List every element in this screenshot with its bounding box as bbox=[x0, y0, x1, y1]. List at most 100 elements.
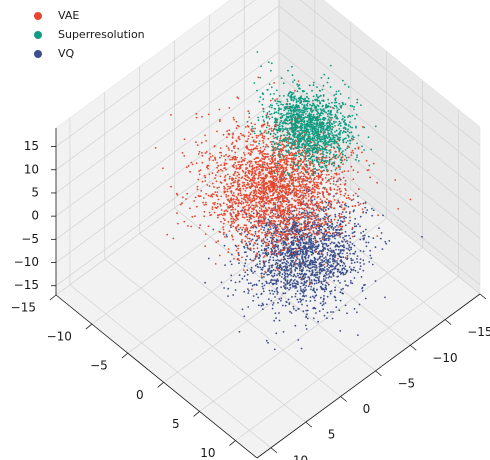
scatter-point-vae bbox=[280, 179, 283, 181]
scatter-point-vae bbox=[265, 199, 268, 202]
scatter-point-vae bbox=[200, 189, 203, 192]
scatter-point-vq bbox=[339, 236, 341, 238]
scatter-point-vae bbox=[277, 208, 279, 211]
scatter-point-vq bbox=[283, 246, 286, 249]
scatter-point-vq bbox=[309, 267, 312, 270]
scatter-point-vae bbox=[262, 200, 264, 203]
scatter-point-vq bbox=[283, 277, 285, 280]
scatter-point-vae bbox=[198, 170, 201, 173]
scatter-point-vq bbox=[302, 251, 304, 254]
scatter-point-vae bbox=[271, 172, 274, 175]
scatter-point-vq bbox=[327, 261, 330, 263]
scatter-point-vae bbox=[237, 202, 240, 205]
scatter-point-vae bbox=[209, 195, 212, 198]
scatter-point-vae bbox=[276, 195, 279, 198]
scatter-point-vq bbox=[298, 235, 301, 238]
scatter-point-vq bbox=[335, 228, 337, 231]
scatter-point-vae bbox=[257, 234, 260, 237]
scatter-point-vq bbox=[362, 235, 364, 237]
scatter-point-vq bbox=[306, 233, 309, 236]
scatter-point-vq bbox=[317, 281, 320, 284]
scatter-point-vq bbox=[290, 263, 292, 266]
scatter-point-vae bbox=[336, 192, 338, 195]
scatter-point-vae bbox=[309, 217, 311, 220]
scatter-point-vae bbox=[256, 247, 259, 250]
scatter-point-vq bbox=[278, 319, 281, 322]
scatter-point-vae bbox=[269, 141, 272, 143]
scatter-point-vae bbox=[288, 154, 291, 157]
scatter-point-vq bbox=[330, 271, 333, 273]
scatter-point-vq bbox=[335, 248, 337, 251]
scatter-point-vae bbox=[350, 165, 353, 168]
scatter-point-vq bbox=[301, 254, 304, 256]
scatter-point-vae bbox=[233, 195, 236, 197]
scatter-point-vq bbox=[226, 235, 228, 238]
scatter-point-vae bbox=[277, 235, 280, 238]
scatter-point-vq bbox=[328, 266, 330, 269]
scatter-point-vq bbox=[294, 226, 297, 229]
scatter-point-vq bbox=[268, 282, 271, 284]
scatter-point-vq bbox=[276, 262, 279, 265]
scatter-point-vq bbox=[306, 235, 309, 238]
scatter-point-vae bbox=[273, 137, 275, 140]
scatter-point-vae bbox=[231, 216, 234, 218]
scatter-point-vq bbox=[382, 214, 384, 217]
scatter-point-vq bbox=[329, 264, 332, 267]
scatter-point-vq bbox=[302, 298, 304, 301]
scatter-point-vae bbox=[297, 240, 299, 243]
scatter-point-superresolution bbox=[305, 163, 308, 166]
grid-line-y bbox=[69, 117, 272, 449]
scatter-point-vae bbox=[252, 189, 255, 192]
scatter-point-vae bbox=[243, 205, 246, 208]
scatter-point-vae bbox=[238, 183, 241, 186]
scatter-point-vq bbox=[267, 251, 270, 254]
scatter-point-vae bbox=[215, 207, 218, 210]
scatter-point-vq bbox=[297, 274, 299, 277]
scatter-point-vae bbox=[230, 224, 233, 226]
scatter-point-vae bbox=[244, 171, 247, 174]
scatter-point-vae bbox=[270, 166, 272, 169]
scatter-point-vq bbox=[316, 246, 319, 249]
scatter-point-superresolution bbox=[321, 140, 323, 143]
scatter-point-vae bbox=[267, 197, 270, 199]
scatter-point-vae bbox=[286, 210, 289, 213]
scatter-point-vq bbox=[293, 229, 296, 232]
scatter-point-vq bbox=[292, 265, 295, 268]
scatter-point-vq bbox=[321, 268, 324, 270]
scatter-point-vae bbox=[277, 220, 280, 222]
scatter-point-vae bbox=[294, 263, 297, 265]
scatter-point-vae bbox=[233, 257, 235, 260]
scatter-point-vae bbox=[244, 172, 247, 175]
scatter-point-vae bbox=[189, 170, 192, 173]
scatter-point-vq bbox=[290, 274, 292, 277]
scatter-point-vae bbox=[279, 204, 282, 207]
scatter-point-superresolution bbox=[351, 105, 354, 108]
scatter-point-vae bbox=[266, 221, 269, 224]
scatter-point-vae bbox=[262, 145, 265, 148]
scatter-point-vae bbox=[241, 239, 243, 241]
scatter-point-vae bbox=[249, 206, 252, 209]
scatter-point-vq bbox=[311, 266, 314, 269]
scatter-point-vae bbox=[235, 227, 237, 230]
scatter-point-vae bbox=[223, 176, 226, 179]
scatter-point-superresolution bbox=[349, 121, 351, 124]
scatter-point-vae bbox=[218, 156, 221, 159]
scatter-point-vq bbox=[291, 296, 293, 298]
scatter-point-vae bbox=[290, 166, 292, 169]
scatter-point-vae bbox=[195, 162, 198, 165]
scatter-point-vq bbox=[306, 264, 309, 267]
scatter-point-vae bbox=[317, 195, 320, 198]
scatter-point-vq bbox=[252, 272, 255, 274]
scatter-point-vq bbox=[272, 279, 274, 282]
scatter-point-vae bbox=[194, 196, 197, 199]
scatter-point-vae bbox=[218, 120, 221, 123]
scatter-point-vq bbox=[286, 260, 288, 263]
scatter-point-vq bbox=[299, 260, 301, 263]
scatter-point-vae bbox=[196, 205, 198, 208]
scatter-point-vq bbox=[348, 246, 351, 249]
scatter-point-vae bbox=[292, 164, 295, 167]
scatter-point-vae bbox=[222, 217, 225, 220]
scatter-point-vq bbox=[339, 264, 342, 267]
scatter-point-vq bbox=[351, 243, 354, 245]
scatter-point-vq bbox=[262, 304, 264, 306]
